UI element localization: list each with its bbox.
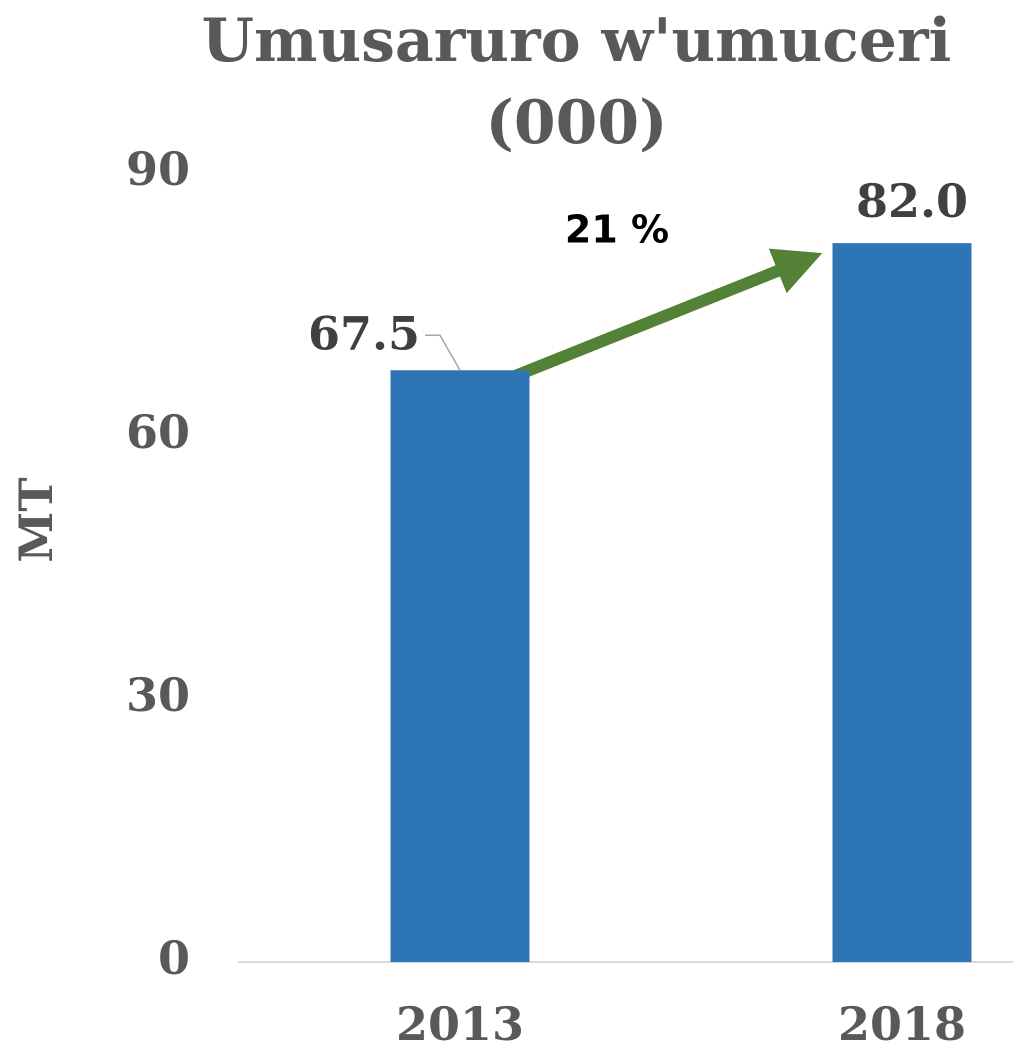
y-tick-label: 90	[126, 142, 190, 196]
growth-annotation: 21 %	[565, 208, 669, 252]
bar	[390, 370, 530, 962]
y-tick-label: 60	[126, 405, 190, 459]
value-label: 67.5	[308, 306, 420, 360]
leader-line	[425, 334, 461, 371]
y-tick-label: 0	[158, 931, 190, 985]
x-tick-label: 2013	[396, 997, 524, 1050]
x-tick-label: 2018	[838, 997, 966, 1050]
bar	[832, 243, 972, 963]
y-tick-label: 30	[126, 668, 190, 722]
value-label: 82.0	[856, 174, 968, 228]
chart-title: Umusaruro w'umuceri (000)	[201, 6, 952, 158]
growth-arrow	[507, 248, 823, 384]
y-axis-label: MT	[9, 477, 63, 562]
